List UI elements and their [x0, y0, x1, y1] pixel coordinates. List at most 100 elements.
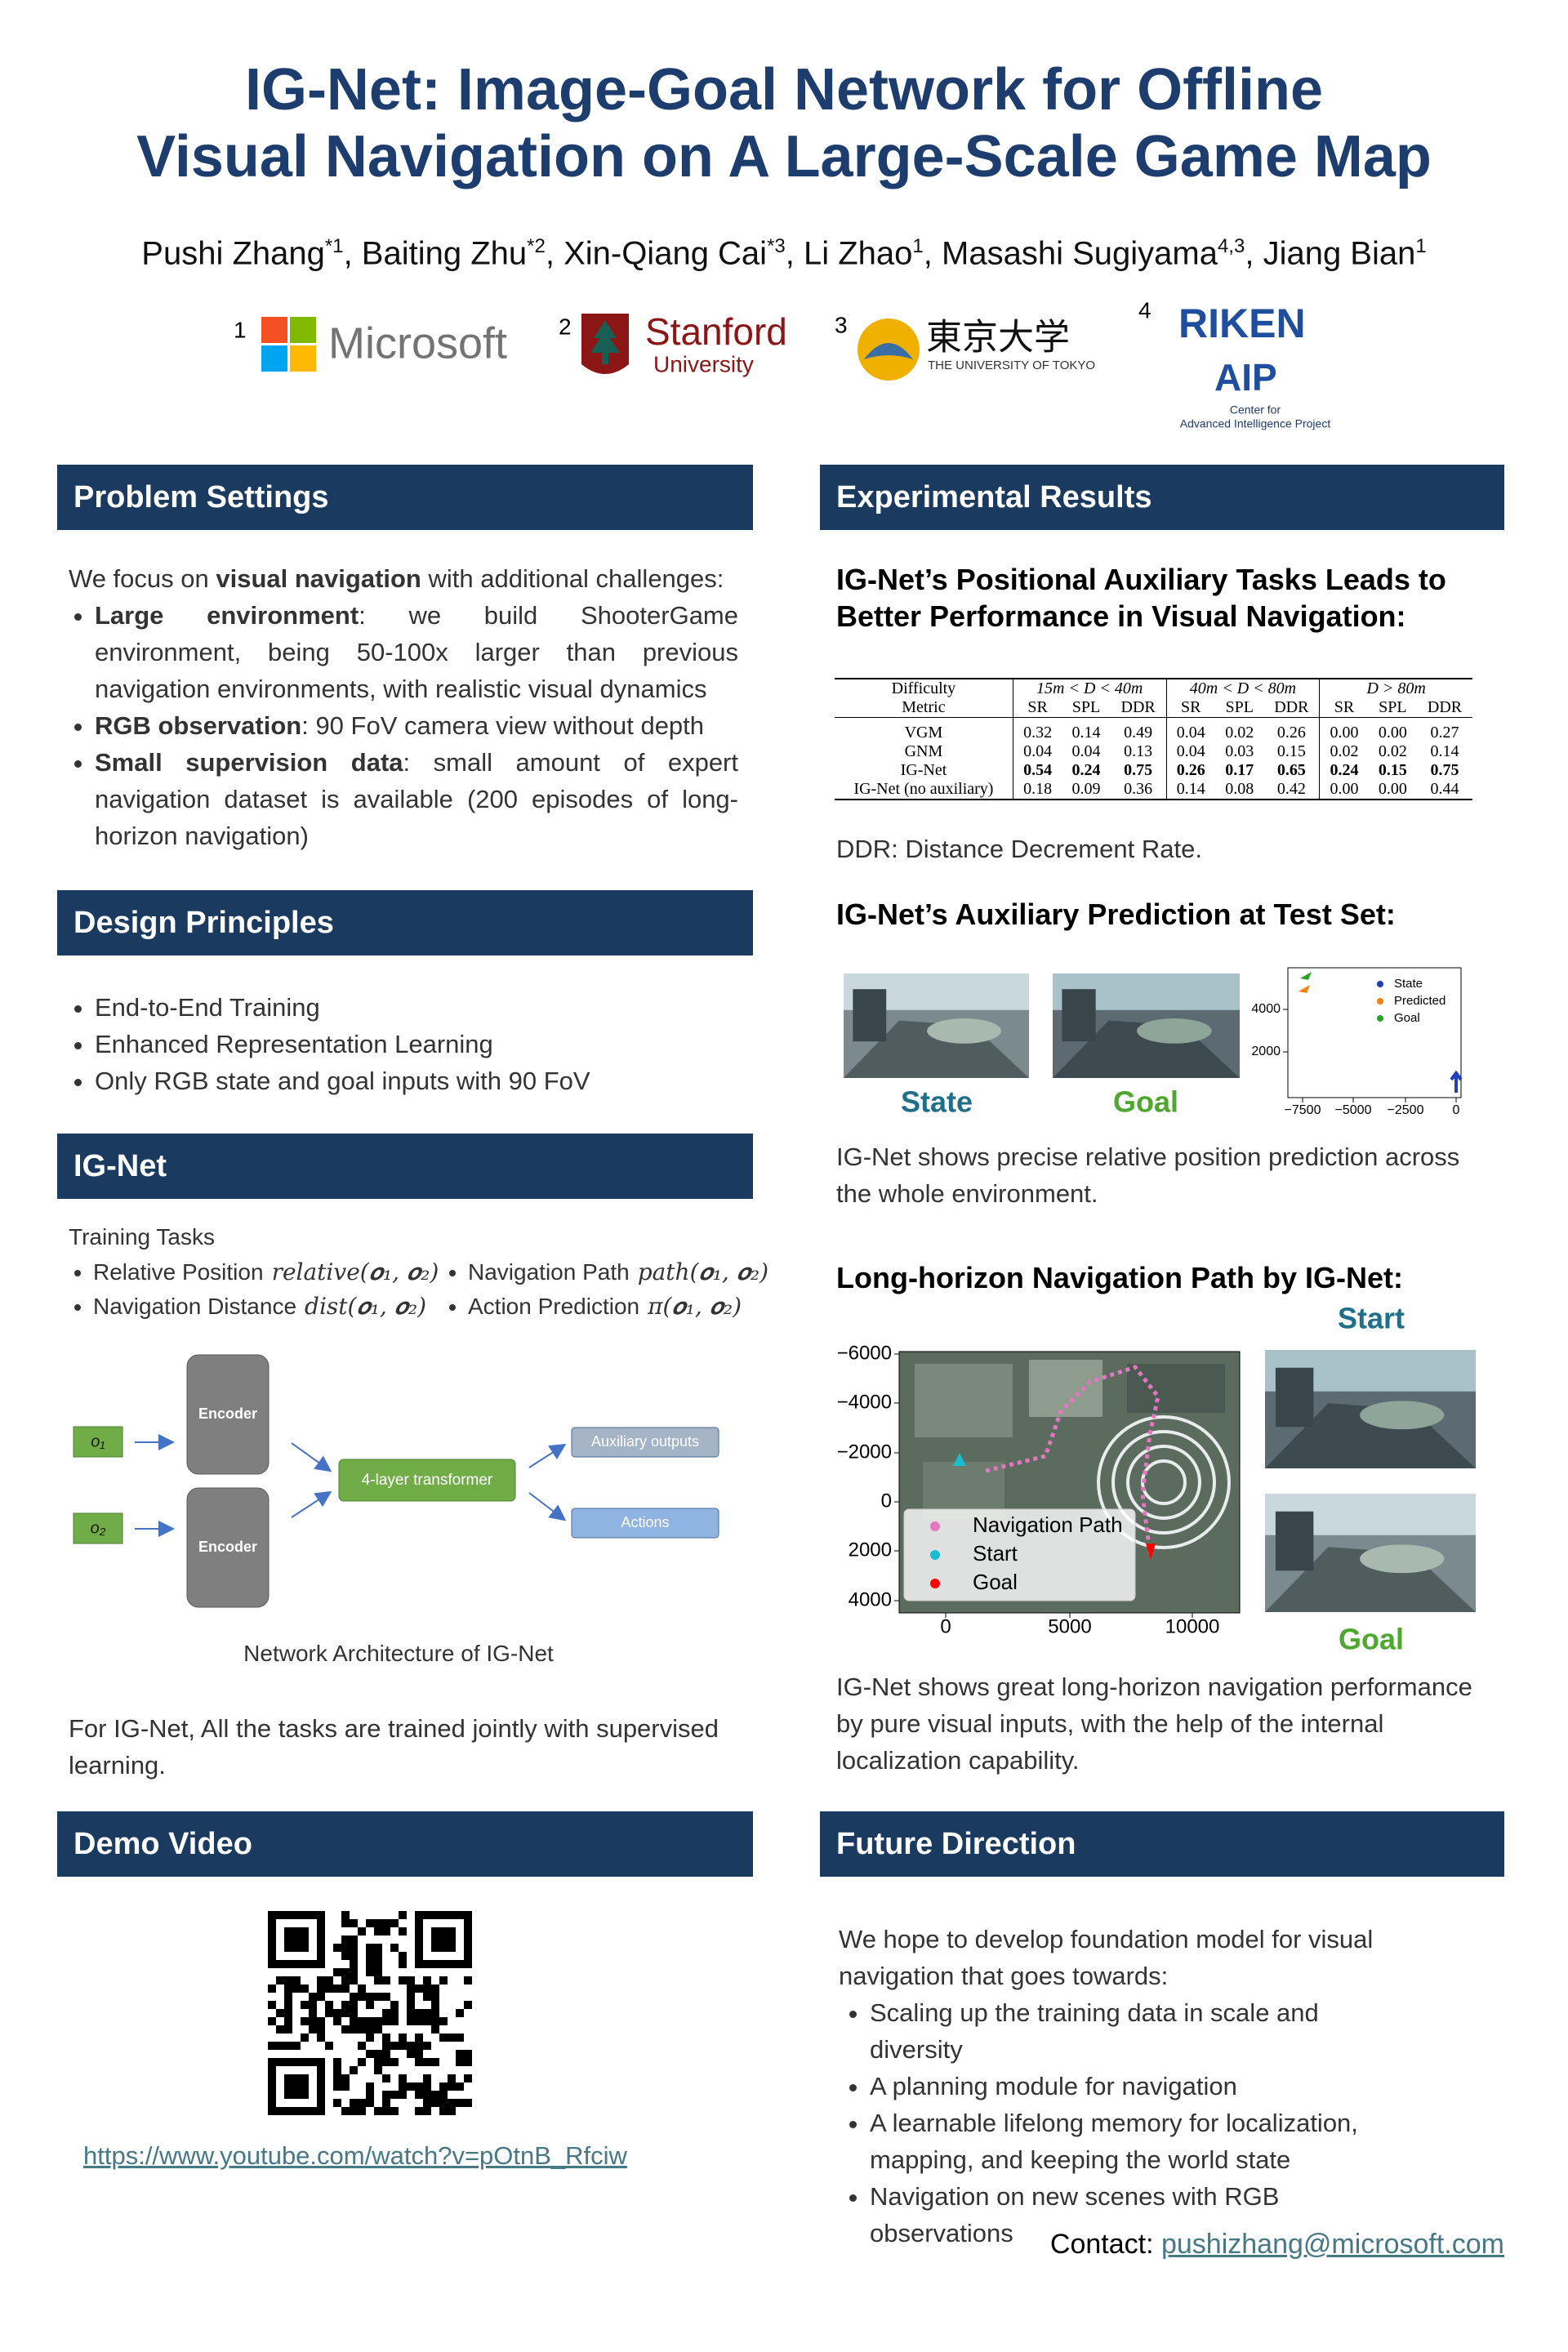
goal-marker [1146, 1544, 1156, 1560]
qr-module [358, 2107, 366, 2115]
plot-frame [1287, 967, 1462, 1098]
bold-text: Small supervision data [95, 748, 403, 777]
qr-module [390, 2107, 399, 2115]
author-name: Masashi Sugiyama [942, 235, 1218, 272]
section-header: Future Direction [820, 1811, 1504, 1877]
qr-module [431, 1944, 439, 1952]
legend-label: Goal [973, 1570, 1018, 1594]
table-cell: VGM [835, 717, 1013, 742]
table-cell: 0.02 [1330, 742, 1359, 760]
qr-module [350, 2017, 358, 2025]
section-header: Experimental Results [820, 465, 1504, 530]
qr-module [374, 1919, 382, 1927]
author-affiliation: *2 [527, 235, 546, 257]
qr-module [341, 2001, 350, 2009]
arrow [528, 1492, 567, 1521]
table-cell: 0.27 [1430, 723, 1459, 742]
qr-module [456, 2058, 464, 2066]
qr-module [439, 2107, 448, 2115]
y-tick-label: 2000 [849, 1539, 892, 1561]
qr-module [350, 1968, 358, 1976]
qr-module [268, 1960, 276, 1968]
qr-module [292, 1960, 301, 1968]
qr-module [382, 1927, 390, 1936]
qr-module [390, 1944, 399, 1952]
qr-module [268, 2042, 276, 2050]
qr-module [325, 2009, 333, 2017]
contact: Contact: pushizhang@microsoft.com [1050, 2229, 1504, 2261]
qr-module [268, 2058, 276, 2066]
scene-structure [1360, 1544, 1445, 1574]
table-group-header: Difficulty [835, 679, 1013, 698]
section-body: End-to-End Training Enhanced Representati… [69, 989, 738, 1099]
section-header: Design Principles [57, 890, 753, 956]
qr-module [284, 2009, 292, 2017]
x-tick-label: −2500 [1388, 1103, 1424, 1117]
video-link[interactable]: https://www.youtube.com/watch?v=pOtnB_Rf… [83, 2141, 627, 2170]
logo-emblem [864, 343, 913, 359]
table-group-header: D > 80m [1366, 679, 1426, 697]
text-run: A learnable lifelong memory for localiza… [870, 2109, 1358, 2174]
qr-module [448, 2074, 456, 2082]
scene-structure [1275, 1511, 1314, 1571]
qr-module [341, 1968, 350, 1976]
qr-module [358, 2042, 366, 2050]
table-cell: 0.65 [1263, 760, 1321, 780]
qr-module [382, 2099, 390, 2107]
qr-module [464, 1952, 472, 1960]
map-stadium [1126, 1445, 1201, 1520]
legend-marker [1377, 981, 1383, 987]
qr-module [292, 2042, 301, 2050]
qr-module [415, 2091, 423, 2099]
qr-module [301, 2107, 309, 2115]
qr-module [366, 1919, 374, 1927]
arrow [291, 1442, 332, 1472]
separator: , [1245, 235, 1263, 272]
qr-module [415, 2050, 423, 2058]
qr-module [341, 2025, 350, 2034]
logo-square [261, 317, 287, 343]
logo-square [290, 345, 316, 372]
bullet-item: End-to-End Training [95, 989, 738, 1026]
qr-module [317, 1927, 325, 1936]
qr-module [284, 1993, 292, 2001]
qr-module [350, 1960, 358, 1968]
qr-module [390, 2042, 399, 2050]
bullet-item: Scaling up the training data in scale an… [870, 1994, 1368, 2068]
input-label: o₂ [91, 1519, 106, 1537]
qr-module [317, 2058, 325, 2066]
qr-module [366, 2017, 374, 2025]
qr-module [374, 2107, 382, 2115]
qr-module [448, 1936, 456, 1944]
qr-module [390, 2058, 399, 2066]
qr-module [374, 2066, 382, 2074]
table-cell: 0.00 [1378, 723, 1407, 742]
contact-email[interactable]: pushizhang@microsoft.com [1160, 2229, 1504, 2260]
qr-module [415, 2042, 423, 2050]
image-label: Goal [1339, 1623, 1404, 1656]
bullet-item: Enhanced Representation Learning [95, 1026, 738, 1062]
qr-module [333, 2058, 341, 2066]
qr-module [317, 2099, 325, 2107]
task-list: Navigation Path path(𝒐₁, 𝒐₂) Action Predic… [443, 1255, 768, 1324]
map-stadium [1111, 1430, 1216, 1535]
legend-label: State [1394, 977, 1423, 991]
qr-module [399, 1960, 407, 1968]
qr-module [439, 2082, 448, 2091]
qr-module [423, 1976, 431, 1984]
qr-module [317, 1919, 325, 1927]
text-run: A planning module for navigation [870, 2072, 1237, 2100]
y-tick-label: −2000 [837, 1441, 892, 1463]
qr-module [423, 1960, 431, 1968]
qr-module [341, 1944, 350, 1952]
encoder-label: Encoder [198, 1539, 257, 1555]
qr-module [439, 1976, 448, 1984]
qr-module [276, 1976, 284, 1984]
qr-module [309, 1993, 317, 2001]
qr-module [284, 1960, 292, 1968]
start-marker [953, 1453, 966, 1466]
bullet-item: Small supervision data: small amount of … [95, 744, 738, 854]
qr-module [390, 2091, 399, 2099]
qr-module [374, 1944, 382, 1952]
task-name: Relative Position [93, 1259, 264, 1285]
